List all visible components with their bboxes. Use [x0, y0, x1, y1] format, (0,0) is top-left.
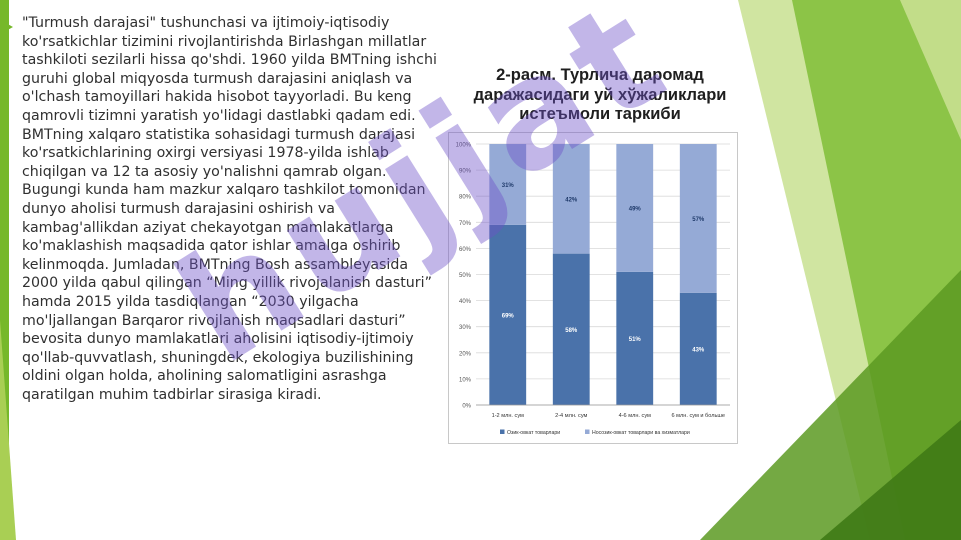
y-tick-label: 20% — [459, 351, 472, 357]
x-tick-label: 2-4 млн. сум — [555, 413, 587, 419]
bar-segment-nonfood — [679, 144, 717, 293]
y-tick-label: 0% — [462, 404, 471, 410]
y-tick-label: 30% — [459, 325, 472, 331]
y-tick-label: 80% — [459, 195, 472, 201]
data-label: 57% — [692, 217, 705, 223]
chart-title-line: даражасидаги уй хўжаликлари — [473, 85, 727, 104]
chart-title: 2-расм. Турлича даромад даражасидаги уй … — [462, 66, 738, 125]
stacked-bar-chart: 0% 10% 20% 30% 40% 50% 60% 70% 80% 90% 100% 69% 31% 1… — [448, 132, 738, 444]
bullet-arrow-icon — [4, 22, 13, 32]
bar-segment-food — [552, 253, 590, 405]
bar-segment-food — [679, 292, 717, 405]
y-tick-label: 70% — [459, 221, 472, 227]
y-tick-label: 40% — [459, 299, 472, 305]
bar-segment-food — [489, 224, 527, 405]
y-tick-label: 60% — [459, 247, 472, 253]
data-label: 31% — [502, 183, 515, 189]
data-label: 42% — [565, 197, 578, 203]
legend-swatch — [500, 429, 505, 434]
right-green-shape-5 — [900, 0, 961, 140]
data-label: 51% — [629, 337, 642, 343]
right-green-shape-4 — [820, 420, 961, 540]
left-green-wedge — [0, 320, 16, 540]
bar-segment-nonfood — [616, 144, 654, 272]
right-green-shape-3 — [700, 270, 961, 540]
data-label: 69% — [502, 313, 515, 319]
x-tick-label: 4-6 млн. сум — [619, 413, 651, 419]
chart-title-line: 2-расм. Турлича даромад — [496, 66, 704, 84]
data-label: 43% — [692, 347, 705, 353]
y-tick-label: 10% — [459, 377, 472, 383]
legend-swatch — [585, 429, 590, 434]
legend-label: Озик-овкат товарлари — [507, 430, 560, 436]
x-tick-label: 6 млн. сум и больше — [671, 413, 725, 419]
bar-segment-nonfood — [552, 144, 590, 254]
y-tick-label: 90% — [459, 169, 472, 175]
data-label: 49% — [629, 206, 642, 212]
bar-segment-nonfood — [489, 144, 527, 225]
x-tick-label: 1-2 млн. сум — [492, 413, 524, 419]
data-label: 58% — [565, 328, 578, 334]
bar-segment-food — [616, 271, 654, 405]
legend-label: Носозик-овкат товарлари ва хизматлари — [592, 430, 690, 436]
y-tick-label: 50% — [459, 273, 472, 279]
y-tick-label: 100% — [456, 143, 472, 149]
body-paragraph: "Turmush darajasi" tushunchasi va ijtimo… — [22, 15, 437, 403]
chart-title-line: истеъмоли таркиби — [519, 105, 681, 123]
